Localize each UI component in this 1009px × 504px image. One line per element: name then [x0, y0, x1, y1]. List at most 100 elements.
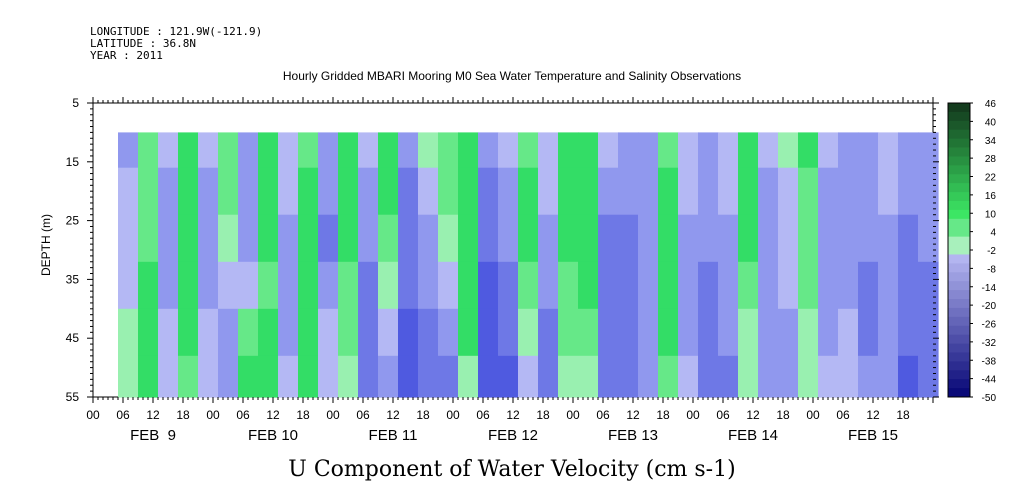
heatmap-cell: [158, 132, 179, 169]
heatmap-cell: [218, 214, 239, 263]
heatmap-cell: [718, 355, 739, 398]
heatmap-cell: [698, 214, 719, 263]
heatmap-cell: [578, 261, 599, 310]
plot-area: 5 15 25 35 45 55 00 06 12 18 00 06 12 18 00 06 12 18 00 06 1…: [66, 96, 939, 444]
heatmap-cell: [738, 132, 759, 169]
heatmap-cell: [338, 355, 359, 398]
heatmap-cell: [878, 214, 899, 263]
heatmap-cell: [698, 132, 719, 169]
colorbar-label: 40: [985, 117, 997, 128]
y-tick-label: 5: [72, 96, 79, 110]
heatmap-cell: [878, 167, 899, 216]
colorbar-band: [948, 370, 970, 380]
latitude-label: LATITUDE : 36.8N: [90, 37, 196, 50]
colorbar-band: [948, 165, 970, 175]
colorbar-label: -38: [982, 356, 997, 367]
heatmap-cell: [258, 214, 279, 263]
heatmap-cell: [258, 355, 279, 398]
heatmap-cell: [618, 308, 639, 357]
heatmap-cell: [178, 355, 199, 398]
heatmap-cell: [518, 261, 539, 310]
heatmap-cell: [858, 167, 879, 216]
heatmap-cell: [838, 167, 859, 216]
x-tick-label: 18: [296, 408, 310, 422]
heatmap-cell: [738, 167, 759, 216]
heatmap-cell: [718, 261, 739, 310]
heatmap-cell: [278, 355, 299, 398]
colorbar-band: [948, 209, 970, 220]
heatmap-cell: [658, 132, 679, 169]
heatmap-cell: [638, 355, 659, 398]
heatmap-cell: [658, 214, 679, 263]
heatmap-cell: [298, 355, 319, 398]
heatmap-cell: [798, 308, 819, 357]
colorbar-band: [948, 103, 970, 113]
heatmap-cell: [678, 261, 699, 310]
heatmap-cell: [678, 167, 699, 216]
heatmap-cell: [478, 214, 499, 263]
heatmap-cell: [718, 132, 739, 169]
heatmap-cell: [578, 355, 599, 398]
heatmap-cell: [538, 132, 559, 169]
colorbar-band: [948, 361, 970, 371]
heatmap-cell: [398, 132, 419, 169]
heatmap-cell: [178, 308, 199, 357]
heatmap-cell: [258, 132, 279, 169]
heatmap-cell: [738, 308, 759, 357]
heatmap-cell: [778, 261, 799, 310]
x-tick-label: 00: [326, 408, 340, 422]
heatmap-cell: [858, 214, 879, 263]
heatmap-cell: [198, 308, 219, 357]
heatmap-cell: [358, 261, 379, 310]
heatmap-cell: [678, 214, 699, 263]
x-tick-label: 06: [716, 408, 730, 422]
heatmap-cell: [798, 214, 819, 263]
heatmap-cell: [478, 167, 499, 216]
heatmap-cell: [438, 132, 459, 169]
heatmap-cell: [858, 261, 879, 310]
heatmap-cell: [818, 167, 839, 216]
heatmap-cell: [758, 355, 779, 398]
heatmap-cell: [618, 132, 639, 169]
heatmap-cell: [578, 132, 599, 169]
heatmap-cell: [498, 167, 519, 216]
heatmap-cell: [278, 132, 299, 169]
heatmap-cell: [478, 355, 499, 398]
heatmap-cell: [818, 261, 839, 310]
heatmap-cell: [278, 167, 299, 216]
colorbar-band: [948, 120, 970, 131]
heatmap-cell: [538, 308, 559, 357]
heatmap-cell: [558, 261, 579, 310]
heatmap-cell: [318, 261, 339, 310]
heatmap-cell: [278, 261, 299, 310]
heatmap-cell: [658, 261, 679, 310]
x-tick-label: 12: [386, 408, 400, 422]
x-tick-label: 12: [506, 408, 520, 422]
heatmap-cell: [578, 214, 599, 263]
heatmap-cell: [238, 132, 259, 169]
heatmap-cell: [418, 261, 439, 310]
heatmap-cell: [898, 214, 919, 263]
heatmap-cell: [218, 261, 239, 310]
x-tick-label: 00: [446, 408, 460, 422]
x-tick-label: 00: [806, 408, 820, 422]
heatmap-cell: [358, 308, 379, 357]
heatmap-cell: [358, 355, 379, 398]
heatmap-cell: [138, 167, 159, 216]
heatmap-cell: [478, 132, 499, 169]
heatmap-cell: [598, 214, 619, 263]
colorbar-label: 16: [985, 191, 997, 202]
colorbar-label: 46: [985, 99, 997, 110]
heatmap-cell: [318, 308, 339, 357]
heatmap-cell: [458, 214, 479, 263]
colorbar-band: [948, 272, 970, 282]
colorbar-band: [948, 245, 970, 255]
colorbar-label: -32: [982, 338, 997, 349]
heatmap-cell: [158, 261, 179, 310]
x-tick-label: 06: [116, 408, 130, 422]
colorbar-label: 22: [985, 173, 997, 184]
heatmap-cell: [458, 308, 479, 357]
heatmap-cell: [438, 308, 459, 357]
heatmap-cell: [378, 167, 399, 216]
